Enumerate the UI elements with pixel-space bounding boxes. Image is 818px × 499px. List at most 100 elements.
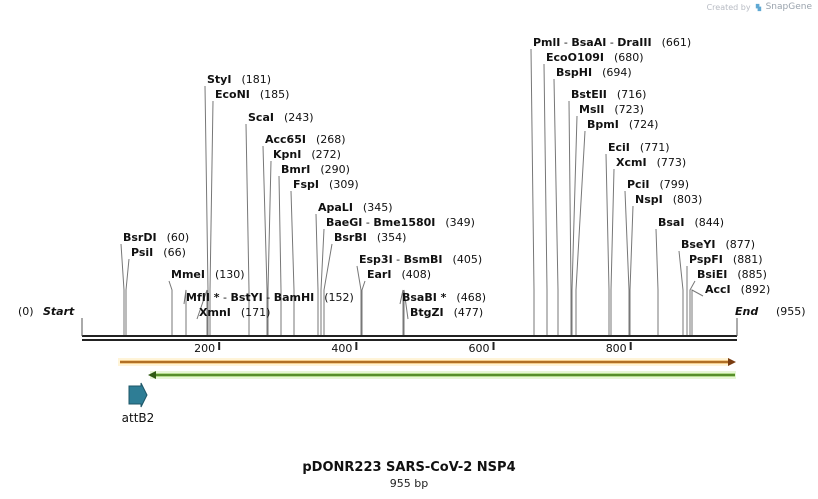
ruler-tick-label-600: 600	[469, 342, 490, 355]
restriction-site-label: XcmI (773)	[616, 156, 686, 169]
enzyme-name: BsrDI	[123, 231, 157, 244]
enzyme-name: XcmI	[616, 156, 647, 169]
leader-line-kpni	[267, 160, 272, 336]
leader-line-xmni	[196, 289, 208, 336]
site-position: (349)	[445, 216, 475, 229]
leader-line-baegi-bme1580i	[320, 228, 325, 336]
site-position: (290)	[320, 163, 350, 176]
restriction-site-label: MslI (723)	[579, 103, 644, 116]
enzyme-name: BsaI	[658, 216, 684, 229]
end-position: (955)	[776, 305, 806, 318]
leader-line-bsrbi	[323, 243, 333, 336]
leader-line-bsabi	[399, 289, 404, 336]
restriction-site-label: BpmI (724)	[587, 118, 658, 131]
enzyme-name: StyI	[207, 73, 231, 86]
restriction-site-label: BtgZI (477)	[410, 306, 483, 319]
enzyme-name: EcoO109I	[546, 51, 604, 64]
site-position: (723)	[614, 103, 644, 116]
enzyme-name: MslI	[579, 103, 604, 116]
site-position: (661)	[662, 36, 692, 49]
enzyme-name: BsrBI	[334, 231, 367, 244]
credit-prefix: Created by	[706, 2, 751, 12]
restriction-site-label: StyI (181)	[207, 73, 271, 86]
leader-line-xcmi	[610, 168, 615, 336]
restriction-site-label: PspFI (881)	[689, 253, 763, 266]
ruler-tick-label-200: 200	[194, 342, 215, 355]
enzyme-name: EcoNI	[215, 88, 250, 101]
leader-line-ecoo109i	[543, 63, 548, 336]
restriction-site-label: BaeGI - Bme1580I (349)	[326, 216, 475, 229]
restriction-site-label: BsaI (844)	[658, 216, 724, 229]
enzyme-name: BmrI	[281, 163, 310, 176]
enzyme-name: BseYI	[681, 238, 715, 251]
leader-line-apali	[315, 213, 319, 336]
enzyme-name: FspI	[293, 178, 319, 191]
enzyme-name: PspFI	[689, 253, 723, 266]
enzyme-name: DraIII	[617, 36, 651, 49]
leader-line-bsphi	[553, 78, 559, 336]
end-label: End	[735, 305, 758, 318]
restriction-site-label: Acc65I (268)	[265, 133, 346, 146]
restriction-site-label: BmrI (290)	[281, 163, 350, 176]
ruler-tick-label-400: 400	[331, 342, 352, 355]
site-position: (408)	[401, 268, 431, 281]
site-position: (354)	[377, 231, 407, 244]
restriction-site-label: MfII * - BstYI - BamHI (152)	[186, 291, 354, 304]
site-position: (130)	[215, 268, 245, 281]
site-position: (773)	[657, 156, 687, 169]
orange-feature-forward	[118, 358, 736, 366]
site-position: (152)	[324, 291, 354, 304]
leader-line-esp3i-bsmbi	[356, 265, 362, 336]
restriction-site-label: KpnI (272)	[273, 148, 341, 161]
leader-line-bsteii	[568, 100, 572, 336]
enzyme-name: MmeI	[171, 268, 205, 281]
leader-line-bsai	[655, 228, 659, 336]
leader-line-eari	[361, 280, 366, 336]
leader-line-btgzi	[403, 289, 409, 336]
enzyme-name: EarI	[367, 268, 391, 281]
enzyme-name: PmlI	[533, 36, 560, 49]
restriction-site-label: EcoO109I (680)	[546, 51, 644, 64]
enzyme-name: BpmI	[587, 118, 619, 131]
site-position: (405)	[453, 253, 483, 266]
site-position: (844)	[694, 216, 724, 229]
enzyme-name: BsmBI	[404, 253, 443, 266]
restriction-site-label: XmnI (171)	[199, 306, 270, 319]
credit-brand: SnapGene	[765, 2, 812, 12]
restriction-site-label: EcoNI (185)	[215, 88, 289, 101]
restriction-site-label: BseYI (877)	[681, 238, 755, 251]
restriction-site-label: BsaBI * (468)	[402, 291, 486, 304]
leader-line-mfii-bstyi-bamhi	[183, 289, 187, 336]
enzyme-name: MfII *	[186, 291, 220, 304]
leader-line-bsiei	[689, 280, 696, 336]
site-position: (345)	[363, 201, 393, 214]
enzyme-name: BsiEI	[697, 268, 727, 281]
site-position: (724)	[629, 118, 659, 131]
enzyme-name: BsaAI	[571, 36, 606, 49]
restriction-site-label: BstEII (716)	[571, 88, 646, 101]
plasmid-title: pDONR223 SARS-CoV-2 NSP4	[302, 460, 516, 475]
site-position: (799)	[659, 178, 689, 191]
site-position: (881)	[733, 253, 763, 266]
site-position: (181)	[241, 73, 271, 86]
restriction-site-label: FspI (309)	[293, 178, 359, 191]
site-position: (477)	[454, 306, 484, 319]
enzyme-name: BsaBI *	[402, 291, 447, 304]
leader-line-acci	[691, 289, 704, 336]
enzyme-name: BaeGI	[326, 216, 362, 229]
site-position: (716)	[617, 88, 647, 101]
enzyme-name: NspI	[635, 193, 663, 206]
enzyme-name: ApaLI	[318, 201, 353, 214]
restriction-site-label: AccI (892)	[705, 283, 770, 296]
site-position: (680)	[614, 51, 644, 64]
site-position: (309)	[329, 178, 359, 191]
leader-line-bseyi	[678, 250, 684, 336]
restriction-site-label: Esp3I - BsmBI (405)	[359, 253, 482, 266]
leader-line-pcii	[624, 190, 630, 336]
leader-line-mmei	[168, 280, 173, 336]
restriction-site-label: PciI (799)	[627, 178, 689, 191]
site-leader-lines	[120, 48, 704, 336]
site-position: (171)	[241, 306, 271, 319]
enzyme-name: PciI	[627, 178, 649, 191]
